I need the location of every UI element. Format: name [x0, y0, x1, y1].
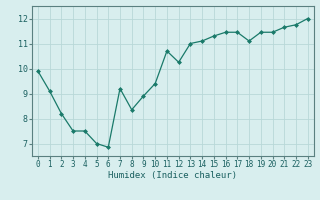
- X-axis label: Humidex (Indice chaleur): Humidex (Indice chaleur): [108, 171, 237, 180]
